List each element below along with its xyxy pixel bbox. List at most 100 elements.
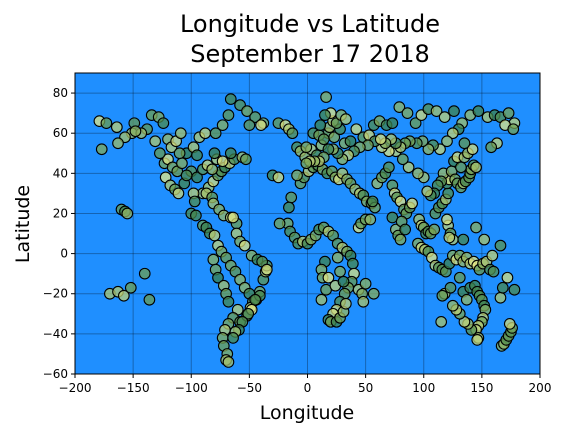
data-point <box>457 233 470 246</box>
x-tick-label: 50 <box>358 381 373 395</box>
data-point <box>406 197 418 210</box>
data-point <box>143 293 156 306</box>
y-tick-label: 20 <box>53 206 68 220</box>
data-point <box>466 143 479 156</box>
x-tick-label: −150 <box>117 381 150 395</box>
y-tick-label: −40 <box>43 327 68 341</box>
data-point <box>443 231 456 244</box>
data-point <box>471 334 484 346</box>
data-point <box>216 155 229 168</box>
data-point <box>357 295 370 308</box>
data-point <box>255 119 267 132</box>
y-tick-label: 80 <box>53 86 68 100</box>
data-point <box>448 105 460 117</box>
data-point <box>224 147 237 160</box>
data-point <box>507 123 520 136</box>
data-point <box>438 111 451 123</box>
x-tick-label: −200 <box>59 381 92 395</box>
data-point <box>393 101 406 113</box>
data-point <box>172 187 185 200</box>
data-point <box>383 161 395 174</box>
data-point <box>173 147 186 160</box>
data-point <box>435 315 448 328</box>
data-point <box>367 287 380 300</box>
data-point <box>350 123 363 136</box>
x-tick-label: 100 <box>412 381 435 395</box>
data-point <box>191 149 203 162</box>
data-point <box>180 169 193 182</box>
data-point <box>222 295 235 308</box>
data-point <box>238 239 251 252</box>
data-point <box>501 271 514 284</box>
data-point <box>222 109 235 121</box>
data-point <box>401 107 414 119</box>
data-point <box>421 185 434 198</box>
data-point <box>494 239 507 252</box>
data-point <box>422 143 435 156</box>
y-tick-label: 0 <box>60 247 68 261</box>
data-point <box>129 125 142 138</box>
data-point <box>243 119 256 132</box>
data-point <box>317 133 330 146</box>
axes: −200 −150 −100 −50 0 50 100 150 200−60−40−200204… <box>43 86 552 395</box>
data-point <box>441 135 453 148</box>
data-point <box>121 207 134 220</box>
y-tick-label: 60 <box>53 126 68 140</box>
data-point <box>460 293 473 306</box>
data-point <box>340 297 352 310</box>
data-point <box>503 317 516 330</box>
data-point <box>364 213 377 226</box>
data-point <box>110 121 123 134</box>
data-point <box>386 117 399 130</box>
data-point <box>470 221 482 234</box>
data-point <box>188 195 201 208</box>
data-point <box>394 233 407 246</box>
data-point <box>138 267 151 280</box>
x-tick-label: −100 <box>175 381 208 395</box>
data-point <box>95 143 108 156</box>
data-point <box>285 191 298 204</box>
data-point <box>320 91 332 103</box>
data-point <box>319 109 331 121</box>
data-point <box>485 141 498 154</box>
data-point <box>337 275 350 288</box>
data-point <box>428 223 441 236</box>
data-point <box>241 105 253 117</box>
data-point <box>291 169 303 182</box>
data-point <box>222 356 235 368</box>
data-point <box>396 153 409 166</box>
data-point <box>208 229 221 242</box>
y-tick-label: −20 <box>43 287 68 301</box>
data-point <box>502 107 515 119</box>
data-point <box>240 153 252 166</box>
data-point <box>212 271 224 284</box>
data-point <box>206 163 219 176</box>
data-point <box>273 217 286 230</box>
data-point <box>442 187 455 200</box>
data-point <box>300 141 313 154</box>
chart-title-line-2: September 17 2018 <box>190 40 430 68</box>
data-point <box>346 257 359 270</box>
data-point <box>112 137 124 150</box>
data-point <box>100 117 113 130</box>
data-point <box>455 161 467 174</box>
data-point <box>470 161 482 174</box>
data-point <box>322 271 335 284</box>
data-point <box>340 113 352 126</box>
data-point <box>409 117 422 130</box>
data-point <box>124 281 137 294</box>
data-point <box>374 133 387 146</box>
data-point <box>334 265 346 278</box>
data-point <box>224 93 237 105</box>
data-point <box>249 293 262 306</box>
data-point <box>117 289 130 302</box>
data-point <box>154 147 166 160</box>
x-tick-label: 0 <box>304 381 312 395</box>
data-point <box>314 119 327 132</box>
data-point <box>444 281 457 294</box>
x-axis-label: Longitude <box>260 402 355 424</box>
data-point <box>272 171 285 184</box>
data-point <box>249 111 262 123</box>
data-point <box>208 147 221 160</box>
